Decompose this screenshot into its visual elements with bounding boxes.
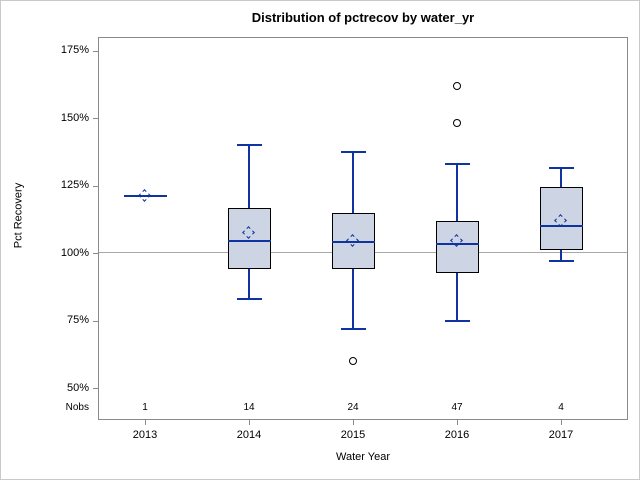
whisker-cap-top: [236, 144, 262, 146]
x-tick-label: 2015: [340, 429, 366, 441]
nobs-value: 1: [142, 402, 148, 413]
y-tick-label: 175%: [60, 44, 89, 56]
nobs-row-label: Nobs: [65, 402, 89, 413]
median-line: [539, 225, 583, 227]
box-iqr: [539, 186, 583, 251]
nobs-value: 14: [243, 402, 255, 413]
x-tick-mark: [145, 420, 146, 425]
y-tick-label: 75%: [66, 314, 89, 326]
x-tick-mark: [353, 420, 354, 425]
median-line: [435, 242, 479, 245]
y-tick-mark: [93, 253, 98, 254]
whisker-cap-bottom: [236, 297, 262, 300]
y-tick-mark: [93, 51, 98, 52]
x-tick-label: 2013: [132, 429, 158, 441]
x-axis-label: Water Year: [335, 451, 390, 463]
whisker-cap-top: [340, 150, 366, 153]
nobs-value: 4: [558, 402, 564, 413]
x-tick-label: 2016: [444, 429, 470, 441]
nobs-value: 24: [347, 402, 359, 413]
y-tick-mark: [93, 186, 98, 187]
whisker-cap-top: [548, 166, 574, 169]
x-tick-mark: [249, 420, 250, 425]
y-tick-label: 100%: [60, 247, 89, 259]
y-tick-mark: [93, 388, 98, 389]
box-iqr: [331, 212, 375, 270]
outlier-point: [349, 357, 357, 365]
single-value-line: [123, 195, 167, 198]
chart-title: Distribution of pctrecov by water_yr: [251, 10, 475, 25]
x-tick-mark: [457, 420, 458, 425]
outlier-point: [453, 81, 461, 90]
whisker-cap-top: [444, 162, 470, 165]
median-line: [227, 239, 271, 242]
outlier-point: [453, 119, 461, 128]
y-tick-mark: [93, 321, 98, 322]
median-line: [331, 241, 375, 244]
box-iqr: [435, 220, 479, 274]
y-axis-label: Pct Recovery: [12, 182, 25, 249]
x-tick-label: 2017: [548, 429, 574, 441]
nobs-value: 47: [451, 402, 463, 413]
whisker-cap-bottom: [548, 260, 574, 263]
x-tick-label: 2014: [236, 429, 262, 441]
y-tick-mark: [93, 118, 98, 119]
box-iqr: [227, 208, 271, 270]
whisker-cap-bottom: [340, 327, 366, 330]
whisker-cap-bottom: [444, 319, 470, 322]
y-tick-label: 125%: [60, 179, 89, 191]
y-tick-label: 50%: [66, 382, 89, 394]
y-tick-label: 150%: [60, 112, 89, 124]
x-tick-mark: [561, 420, 562, 425]
